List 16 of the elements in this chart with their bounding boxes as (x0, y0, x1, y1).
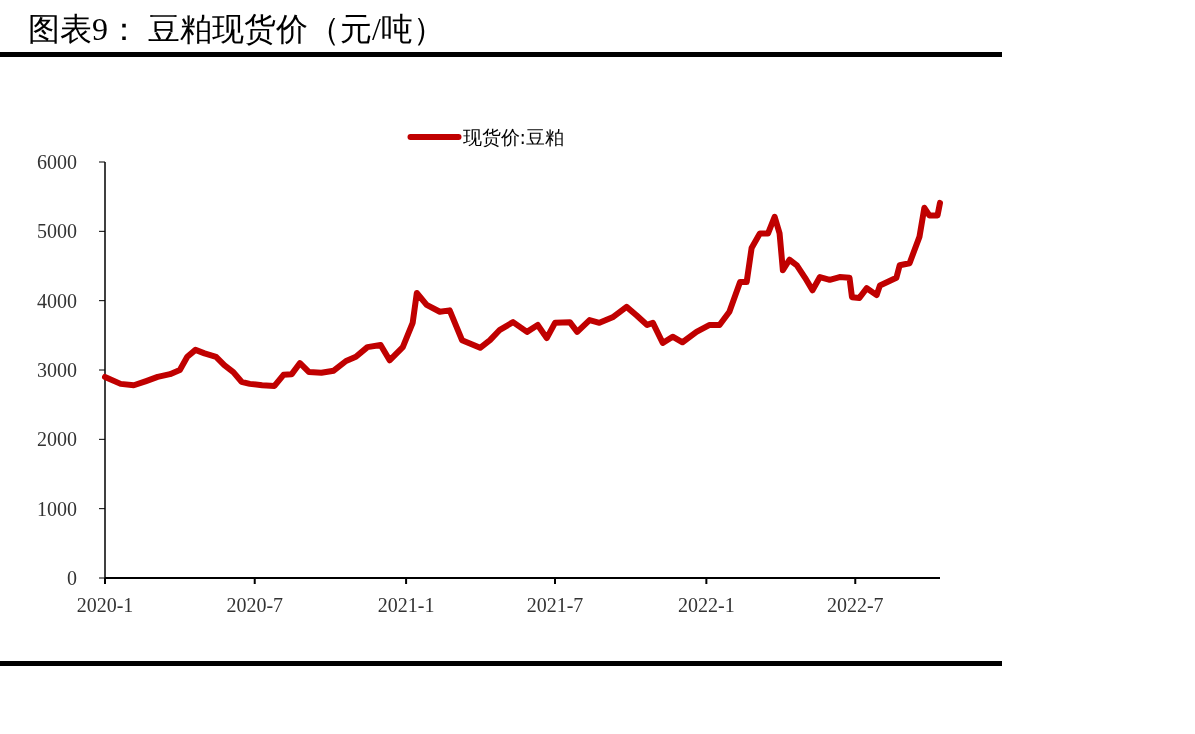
title: 图表9： 豆粕现货价（元/吨） (28, 11, 445, 47)
x-tick-label: 2022-1 (678, 594, 735, 616)
x-tick-label: 2020-7 (226, 594, 284, 616)
y-tick-label: 2000 (37, 428, 77, 451)
y-tick-label: 5000 (37, 220, 77, 243)
legend: 现货价:豆粕 (407, 126, 564, 148)
legend-label: 现货价:豆粕 (462, 126, 564, 148)
y-tick-label: 1000 (37, 497, 77, 520)
x-tick-label: 2020-1 (76, 594, 134, 616)
y-tick-label: 0 (67, 567, 77, 589)
y-tick-label: 4000 (37, 289, 77, 312)
x-tick-label: 2022-7 (826, 594, 884, 616)
y-tick-label: 3000 (37, 359, 77, 381)
x-tick-label: 2021-1 (377, 594, 435, 616)
y-tick-label: 6000 (37, 151, 77, 173)
x-tick-label: 2021-7 (526, 594, 584, 616)
